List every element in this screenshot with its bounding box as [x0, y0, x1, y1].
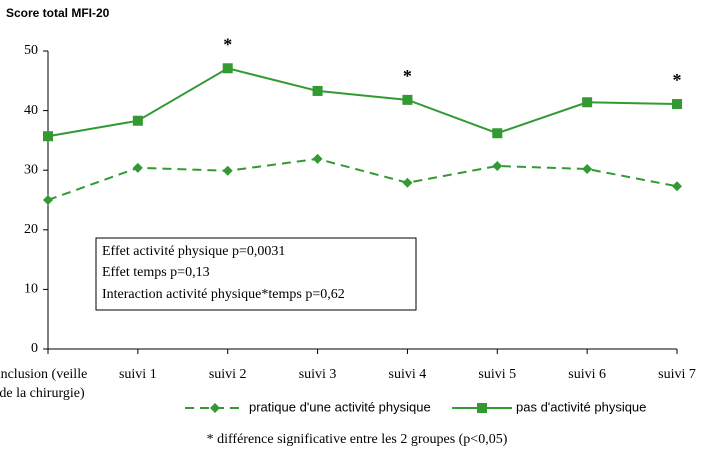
stats-line: Interaction activité physique*temps p=0,… [102, 287, 345, 302]
x-tick-label: suivi 3 [298, 367, 337, 382]
legend-label: pratique d'une activité physique [249, 399, 431, 414]
x-tick-label: suivi 7 [658, 367, 696, 382]
x-tick-label: suivi 4 [388, 367, 427, 382]
y-tick-label: 40 [24, 103, 38, 118]
point [582, 164, 593, 175]
point [402, 177, 413, 188]
point [492, 128, 503, 139]
x-tick-label: suivi 1 [118, 367, 157, 382]
annotation: * [223, 34, 232, 54]
point [402, 94, 413, 105]
y-tick-label: 0 [31, 341, 38, 356]
point [672, 99, 682, 110]
y-tick-label: 20 [24, 222, 38, 237]
point [43, 195, 53, 205]
annotation: * [673, 70, 682, 90]
point [312, 153, 323, 164]
point [492, 161, 503, 172]
point [222, 63, 233, 74]
point [312, 85, 323, 96]
annotation: * [403, 66, 412, 86]
x-tick-label: suivi 6 [568, 367, 606, 382]
x-tick-label: inclusion (veille de la chirurgie) [0, 367, 88, 401]
legend-marker [210, 403, 220, 413]
y-tick-label: 10 [24, 282, 38, 297]
series-line [47, 67, 678, 138]
legend-marker [477, 403, 487, 413]
y-tick-label: 50 [24, 43, 38, 58]
point [222, 165, 233, 176]
point [672, 181, 682, 192]
point [132, 115, 143, 126]
footnote: * différence significative entre les 2 g… [207, 432, 508, 447]
x-tick-label: suivi 5 [478, 367, 517, 382]
point [132, 162, 143, 173]
point [43, 131, 53, 142]
stats-line: Effet temps p=0,13 [102, 265, 210, 280]
chart-title: Score total MFI-20 [6, 6, 110, 20]
point [582, 97, 593, 108]
y-tick-label: 30 [24, 162, 38, 177]
legend-label: pas d'activité physique [516, 399, 646, 414]
stats-line: Effet activité physique p=0,0031 [102, 244, 285, 259]
x-tick-label: suivi 2 [208, 367, 247, 382]
series-line [47, 157, 678, 201]
stats-box [95, 237, 417, 311]
